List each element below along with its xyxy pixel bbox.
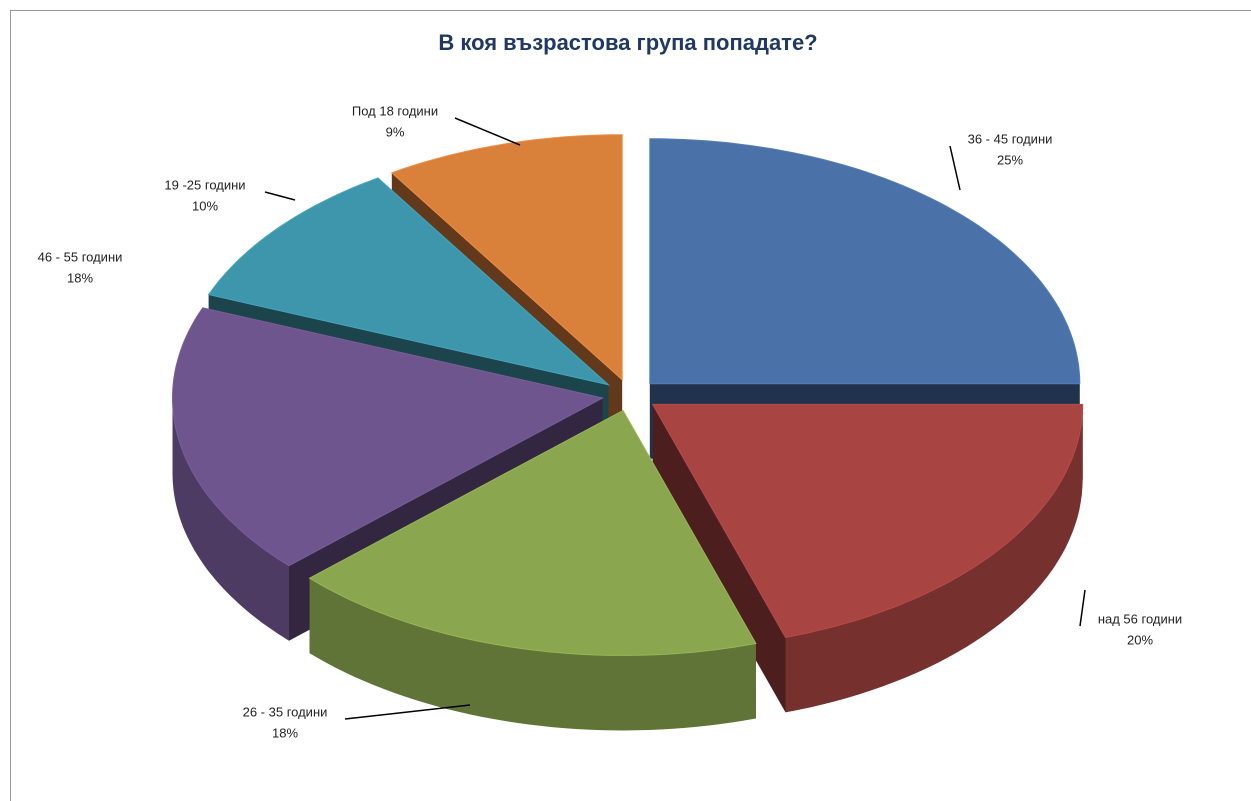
leader-line (264, 191, 296, 201)
category-label: Под 18 години (352, 103, 438, 118)
value-label: 18% (67, 270, 93, 285)
chart-title: В коя възрастова група попадате? (438, 30, 817, 55)
slice (651, 403, 1084, 713)
slice-top (649, 138, 1081, 385)
labels: 36 - 45 години 25% над 56 години 20% 26 - 35… (38, 103, 1183, 740)
slice-top (171, 307, 604, 567)
pie (171, 134, 1084, 731)
leader-line (344, 704, 471, 720)
slice (308, 409, 757, 731)
slice-top (390, 134, 623, 381)
slice-wall (172, 398, 289, 641)
leader-line (1079, 589, 1086, 627)
category-label: 46 - 55 години (38, 249, 123, 264)
slice-side (652, 404, 786, 713)
category-label: 36 - 45 години (968, 131, 1053, 146)
slice-top (651, 403, 1084, 638)
slice-top (207, 177, 611, 386)
leader-line (949, 145, 961, 191)
slice-wall (785, 404, 1083, 713)
category-label: над 56 години (1098, 611, 1182, 626)
chart-frame (10, 10, 1251, 801)
value-label: 10% (192, 198, 218, 213)
value-label: 18% (272, 725, 298, 740)
category-label: 26 - 35 години (243, 704, 328, 719)
slice-wall (309, 578, 756, 731)
category-label: 19 -25 години (164, 177, 245, 192)
slice-top (308, 409, 757, 656)
value-label: 25% (997, 152, 1023, 167)
value-label: 20% (1127, 632, 1153, 647)
leader-line (454, 117, 521, 146)
value-label: 9% (386, 124, 405, 139)
